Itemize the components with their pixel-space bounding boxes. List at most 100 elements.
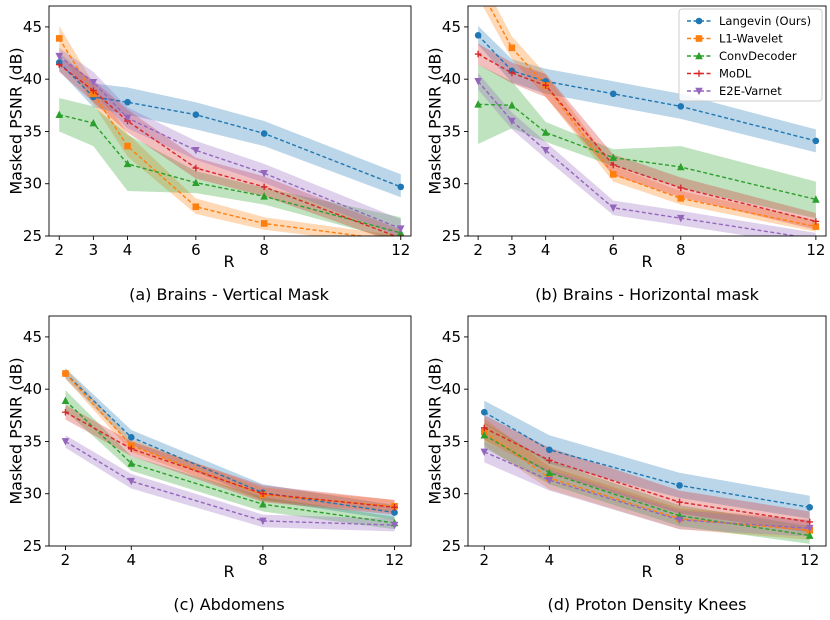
point-modl-r4	[546, 456, 553, 464]
line-modl	[65, 411, 395, 508]
point-modl-r12	[391, 504, 398, 511]
legend-label: Langevin (Ours)	[719, 14, 811, 28]
point-e2e-varnet-r12	[396, 225, 405, 233]
point-e2e-varnet-r3	[89, 79, 98, 87]
plot-area	[55, 25, 405, 236]
x-axis-label: R	[223, 252, 234, 271]
y-axis-label: Masked PSNR (dB)	[7, 47, 26, 194]
point-e2e-varnet-r2	[474, 77, 482, 86]
point-langevin-ours-r4	[127, 433, 135, 441]
x-tick-label: 2	[479, 551, 489, 569]
legend-label: ConvDecoder	[719, 49, 797, 63]
x-tick-label: 8	[676, 241, 686, 259]
point-langevin-ours-r6	[192, 111, 200, 119]
y-tick-label: 45	[23, 18, 42, 36]
line-langevin-ours	[477, 34, 817, 142]
legend-marker	[695, 35, 703, 42]
line-e2e-varnet	[65, 440, 395, 526]
point-modl-r2	[474, 50, 482, 58]
y-tick-label: 35	[23, 432, 42, 450]
line-e2e-varnet	[477, 80, 801, 236]
point-l1-wavelet-r3	[508, 44, 516, 52]
y-tick-label: 35	[442, 122, 461, 140]
legend-item-convdecoder: ConvDecoder	[687, 49, 797, 63]
legend-item-l1-wavelet: L1-Wavelet	[687, 32, 783, 46]
point-modl-r12	[806, 518, 814, 526]
point-e2e-varnet-r4	[545, 476, 554, 485]
x-tick-label: 3	[89, 241, 99, 259]
point-modl-r2	[62, 408, 69, 416]
point-modl-r6	[609, 161, 617, 169]
x-tick-label: 4	[123, 241, 133, 259]
point-modl-r2	[55, 61, 63, 68]
point-convdecoder-r4	[541, 128, 550, 136]
point-modl-r4	[127, 445, 135, 453]
point-convdecoder-r12	[805, 531, 814, 539]
x-tick-label: 6	[191, 241, 201, 259]
legend-marker	[695, 17, 703, 25]
point-l1-wavelet-r6	[192, 203, 200, 211]
y-tick-label: 30	[442, 485, 461, 503]
point-convdecoder-r8	[259, 500, 267, 508]
x-tick-label: 12	[391, 241, 410, 259]
point-langevin-ours-r12	[391, 509, 398, 516]
y-axis-label: Masked PSNR (dB)	[7, 357, 26, 504]
axes-frame	[48, 5, 412, 237]
y-axis-label: Masked PSNR (dB)	[426, 357, 445, 504]
band-modl	[59, 57, 401, 236]
y-tick-label: 40	[23, 70, 42, 88]
x-tick-label: 2	[473, 241, 483, 259]
legend-box	[678, 8, 823, 102]
x-tick-label: 3	[507, 241, 517, 259]
y-tick-label: 40	[23, 380, 42, 398]
point-convdecoder-r2	[474, 100, 482, 108]
band-l1-wavelet	[482, 6, 816, 232]
y-axis-label: Masked PSNR (dB)	[426, 47, 445, 194]
panel-4: 2 4 8 12 25 30 35 40 45 R Masked PSNR (dB) (d) Prot…	[426, 315, 827, 614]
point-e2e-varnet-r2	[55, 52, 64, 61]
legend-label: E2E-Varnet	[719, 84, 782, 98]
point-e2e-varnet-r8	[260, 169, 268, 178]
legend-item-langevin-ours: Langevin (Ours)	[687, 14, 811, 28]
line-l1-wavelet	[64, 373, 395, 507]
point-langevin-ours-r12	[806, 504, 814, 511]
point-e2e-varnet-r2	[480, 448, 489, 457]
legend-label: L1-Wavelet	[719, 32, 783, 46]
point-convdecoder-r3	[508, 101, 516, 109]
band-e2e-varnet	[59, 47, 401, 236]
y-tick-label: 45	[442, 328, 461, 346]
y-tick-label: 35	[442, 432, 461, 450]
point-modl-r3	[90, 87, 97, 94]
band-langevin-ours	[478, 25, 816, 153]
point-l1-wavelet-r6	[609, 171, 617, 178]
point-langevin-ours-r4	[546, 446, 553, 454]
line-convdecoder	[59, 114, 401, 234]
line-modl	[483, 427, 810, 523]
y-tick-label: 30	[23, 175, 42, 193]
point-langevin-ours-r6	[609, 90, 617, 98]
y-tick-label: 25	[442, 227, 461, 245]
point-modl-r8	[259, 490, 267, 498]
y-tick-label: 40	[442, 380, 461, 398]
point-langevin-ours-r12	[397, 183, 405, 191]
point-l1-wavelet-r4	[124, 142, 131, 150]
x-tick-label: 8	[259, 241, 269, 259]
point-convdecoder-r4	[123, 159, 132, 168]
point-modl-r3	[508, 69, 516, 77]
axes-frame	[467, 5, 827, 237]
point-langevin-ours-r4	[124, 98, 131, 106]
x-axis-label: R	[641, 562, 652, 581]
panel-caption: (c) Abdomens	[173, 595, 284, 614]
plot-area	[61, 368, 399, 532]
y-tick-label: 25	[23, 227, 42, 245]
point-modl-r12	[812, 218, 820, 225]
band-langevin-ours	[59, 52, 401, 198]
point-e2e-varnet-r6	[192, 146, 200, 155]
y-tick-label: 25	[442, 537, 461, 555]
point-l1-wavelet-r2	[55, 35, 63, 42]
x-tick-label: 4	[545, 551, 555, 569]
x-tick-label: 6	[608, 241, 618, 259]
axes-frame	[48, 315, 412, 547]
legend-marker	[695, 70, 703, 77]
